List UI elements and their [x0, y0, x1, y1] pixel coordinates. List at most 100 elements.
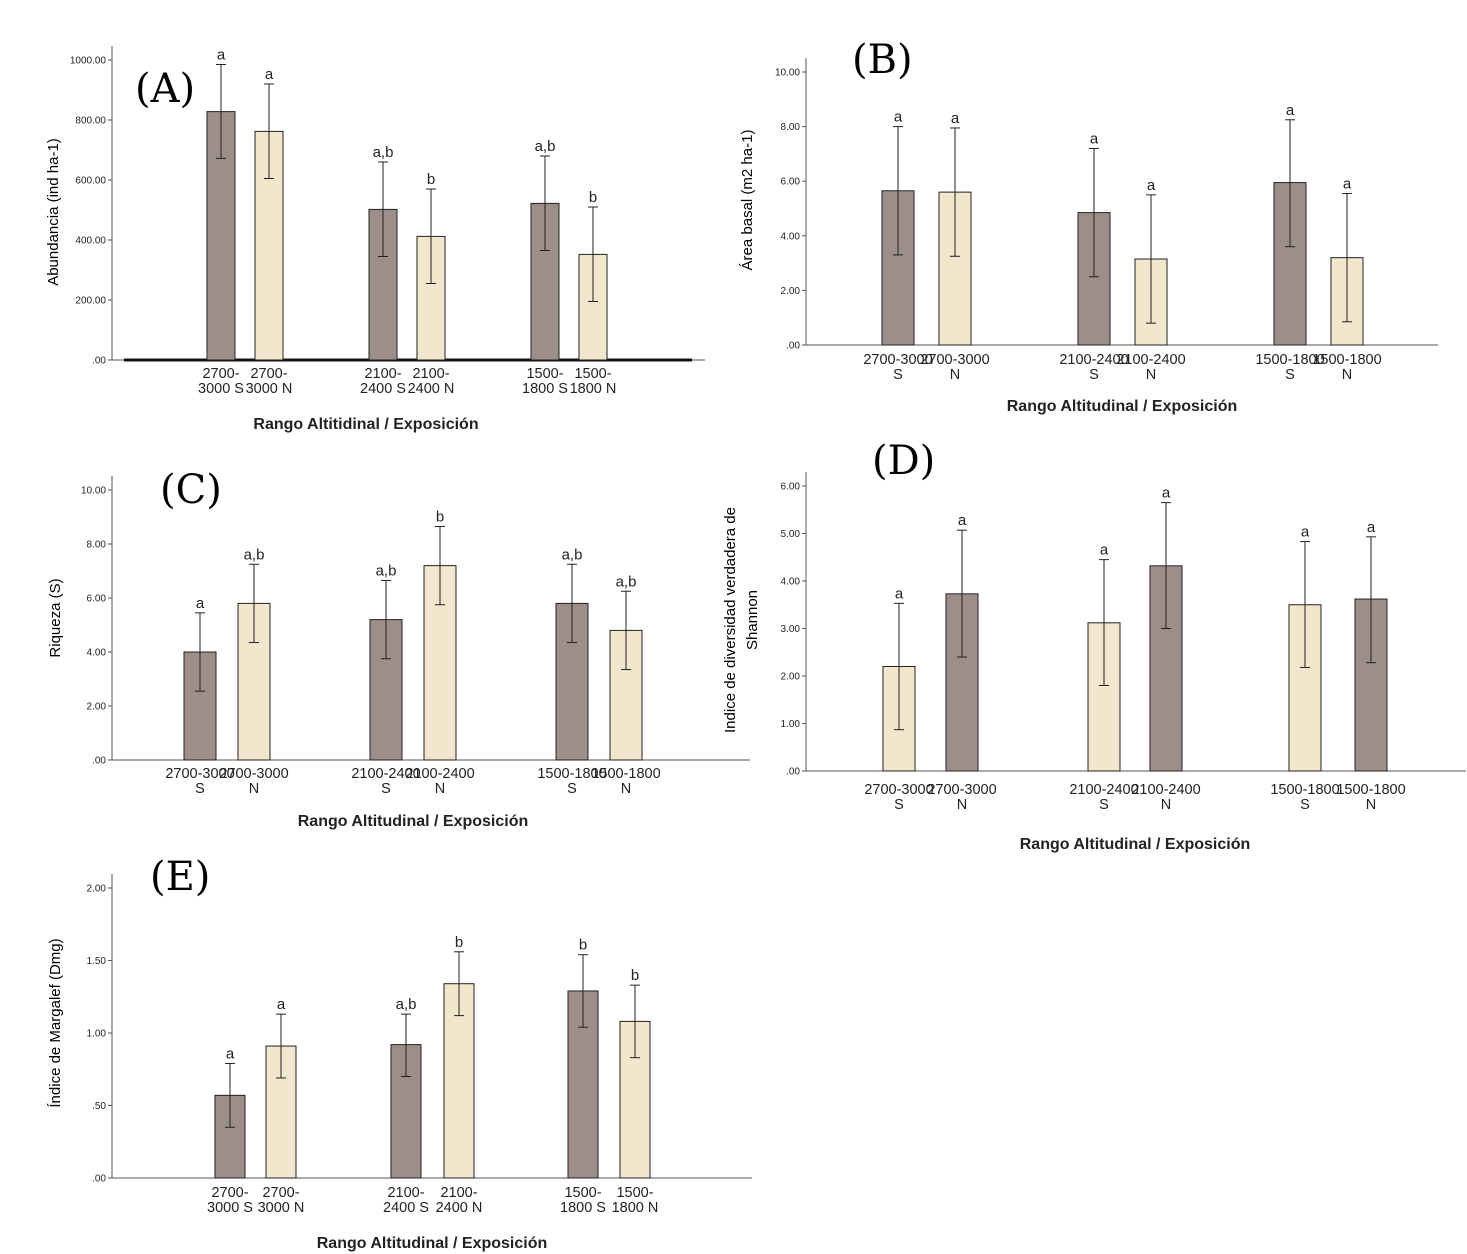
x-tick-label: 1500-1800	[537, 766, 606, 782]
x-tick-label: N	[957, 797, 967, 813]
x-tick-label: S	[1089, 367, 1099, 383]
significance-letter: a	[894, 109, 903, 126]
y-tick-label: .00	[92, 356, 106, 367]
x-tick-label: 2100-2400	[1069, 782, 1138, 798]
x-tick-label: 2400 S	[360, 381, 406, 397]
significance-letter: a	[196, 595, 205, 612]
x-tick-label: S	[894, 797, 904, 813]
significance-letter: a	[895, 585, 904, 602]
x-tick-label: 1500-	[526, 366, 563, 382]
y-tick-label: .50	[92, 1101, 106, 1112]
x-tick-label: 2700-3000	[165, 766, 234, 782]
chart-panel-c: (C) 10.00 8.00 6.00 4.00 2.00 .00 Riqueza (S) Ra…	[47, 467, 750, 830]
significance-letter: b	[427, 171, 435, 188]
x-tick-label: 3000 N	[246, 381, 293, 397]
x-tick-label: S	[1285, 367, 1295, 383]
x-tick-label: 2100-	[364, 366, 401, 382]
x-tick-label: 2100-	[412, 366, 449, 382]
y-tick-label: 2.00	[87, 884, 107, 895]
y-tick-label: 2.00	[87, 702, 107, 713]
significance-letter: a	[1301, 524, 1310, 541]
y-tick-label: 600.00	[75, 176, 106, 187]
significance-letter: a	[226, 1045, 235, 1062]
significance-letter: b	[455, 934, 463, 951]
x-tick-label: N	[1342, 367, 1352, 383]
x-tick-label: N	[621, 781, 631, 797]
x-tick-label: 1500-	[616, 1185, 653, 1201]
x-tick-label: 2700-	[250, 366, 287, 382]
y-axis-label-line: Indice de diversidad verdadera de	[722, 507, 739, 733]
significance-letter: b	[631, 967, 639, 984]
significance-letter: a	[951, 110, 960, 127]
y-tick-label: .00	[786, 341, 800, 352]
y-axis-label: Índice de Margalef (Dmg)	[47, 938, 64, 1107]
y-axis-label-line: Shannon	[744, 590, 761, 650]
significance-letter: a	[277, 996, 286, 1013]
panel-label: (B)	[852, 37, 913, 83]
x-tick-label: 1800 S	[560, 1200, 606, 1216]
y-tick-label: 1.00	[781, 719, 801, 730]
y-tick-label: 4.00	[781, 231, 801, 242]
y-tick-label: 10.00	[81, 486, 106, 497]
x-axis-label: Rango Altitudinal / Exposición	[1007, 398, 1238, 415]
y-tick-label: 3.00	[781, 624, 801, 635]
significance-letter: a	[217, 47, 226, 64]
y-tick-label: 8.00	[87, 540, 107, 551]
significance-letter: a	[1286, 102, 1295, 119]
x-axis-label: Rango Altitudinal / Exposición	[298, 813, 529, 830]
significance-letter: a,b	[373, 144, 394, 161]
x-tick-label: 2100-2400	[1116, 352, 1185, 368]
x-tick-label: S	[195, 781, 205, 797]
x-tick-label: 1500-1800	[1312, 352, 1381, 368]
x-tick-label: N	[950, 367, 960, 383]
y-axis-label: Riqueza (S)	[47, 578, 64, 657]
x-tick-label: 2100-2400	[351, 766, 420, 782]
x-tick-label: 2100-	[387, 1185, 424, 1201]
y-tick-label: 1.00	[87, 1029, 107, 1040]
x-tick-label: S	[381, 781, 391, 797]
y-tick-label: 2.00	[781, 286, 801, 297]
significance-letter: a	[1100, 542, 1109, 559]
y-tick-label: 10.00	[775, 68, 800, 79]
x-tick-label: 2400 N	[408, 381, 455, 397]
y-tick-label: 400.00	[75, 236, 106, 247]
x-tick-label: 2400 N	[436, 1200, 483, 1216]
x-axis-label: Rango Altitudinal / Exposición	[317, 1235, 548, 1252]
x-tick-label: 2700-3000	[927, 782, 996, 798]
y-tick-label: 6.00	[87, 594, 107, 605]
panel-label: (E)	[150, 854, 210, 900]
significance-letter: a,b	[244, 546, 265, 563]
x-tick-label: 2100-	[440, 1185, 477, 1201]
significance-letter: b	[436, 508, 444, 525]
chart-panel-b: (B) 10.00 8.00 6.00 4.00 2.00 .00 Área basal (m…	[739, 37, 1438, 415]
y-tick-label: 6.00	[781, 482, 801, 493]
significance-letter: a	[1367, 519, 1376, 536]
x-tick-label: 2100-2400	[1059, 352, 1128, 368]
significance-letter: a,b	[616, 573, 637, 590]
y-tick-label: 5.00	[781, 529, 801, 540]
significance-letter: a	[1162, 485, 1171, 502]
panel-label: (D)	[872, 438, 935, 484]
x-tick-label: 1500-	[564, 1185, 601, 1201]
x-tick-label: 2400 S	[383, 1200, 429, 1216]
x-tick-label: 2700-3000	[864, 782, 933, 798]
x-tick-label: S	[567, 781, 577, 797]
x-tick-label: N	[435, 781, 445, 797]
x-tick-label: 1500-	[574, 366, 611, 382]
x-tick-label: 1500-1800	[591, 766, 660, 782]
significance-letter: a,b	[562, 546, 583, 563]
y-axis-label: Abundancia (ind ha-1)	[45, 138, 62, 286]
significance-letter: a	[958, 512, 967, 529]
significance-letter: a	[1090, 130, 1099, 147]
x-tick-label: N	[1146, 367, 1156, 383]
y-tick-label: 4.00	[781, 577, 801, 588]
y-tick-label: 2.00	[781, 672, 801, 683]
x-tick-label: N	[1161, 797, 1171, 813]
x-tick-label: 3000 S	[207, 1200, 253, 1216]
x-tick-label: 2700-3000	[863, 352, 932, 368]
significance-letter: a	[1147, 177, 1156, 194]
x-tick-label: 1500-1800	[1255, 352, 1324, 368]
panel-label: (C)	[160, 467, 222, 513]
x-tick-label: 3000 N	[258, 1200, 305, 1216]
significance-letter: b	[579, 937, 587, 954]
